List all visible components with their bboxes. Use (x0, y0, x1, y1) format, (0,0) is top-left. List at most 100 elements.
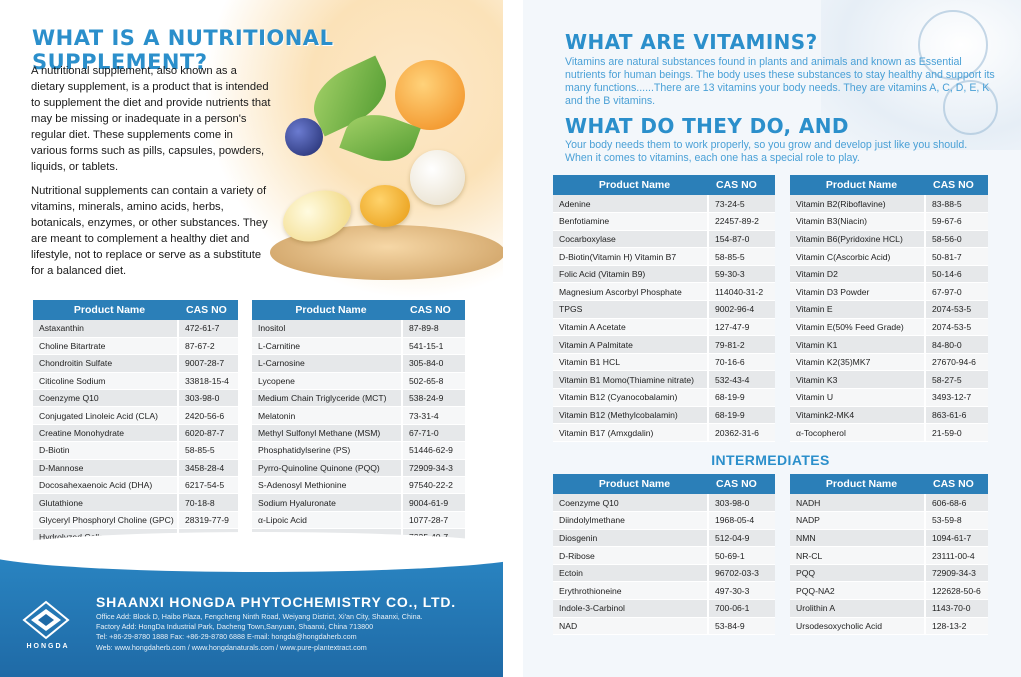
product-name-cell: Vitamin B3(Niacin) (790, 212, 925, 231)
intermediates-heading: INTERMEDIATES (711, 452, 830, 468)
table-row: Lycopene 502-65-8 (252, 372, 465, 391)
cas-number-cell: 72909-34-3 (401, 459, 465, 478)
cas-number-cell: 863-61-6 (924, 406, 988, 425)
column-header-cas: CAS NO (708, 175, 775, 195)
product-name-cell: Vitamin C(Ascorbic Acid) (790, 247, 925, 266)
cas-number-cell: 51446-62-9 (401, 441, 465, 460)
table-row: Glyceryl Phosphoryl Choline (GPC) 28319-7… (33, 511, 238, 530)
table-row: Ectoin 96702-03-3 (553, 564, 775, 583)
table-row: Vitamin B3(Niacin) 59-67-6 (790, 212, 988, 231)
product-name-cell: Pyrro-Quinoline Quinone (PQQ) (252, 459, 402, 478)
cas-number-cell: 9002-96-4 (707, 300, 775, 319)
table-row: Methyl Sulfonyl Methane (MSM) 67-71-0 (252, 424, 465, 443)
product-name-cell: NMN (790, 529, 925, 548)
cas-number-cell: 2074-53-5 (924, 300, 988, 319)
cas-number-cell: 6217-54-5 (177, 476, 238, 495)
product-name-cell: NADP (790, 511, 925, 530)
product-name-cell: Vitamin D2 (790, 265, 925, 284)
cas-number-cell: 59-30-3 (707, 265, 775, 284)
column-header-cas: CAS NO (925, 175, 988, 195)
product-name-cell: Creatine Monohydrate (33, 424, 178, 443)
product-name-cell: Folic Acid (Vitamin B9) (553, 265, 708, 284)
cas-number-cell: 53-59-8 (924, 511, 988, 530)
intermediates-table-1: Product Name CAS NO Coenzyme Q10 303-98-0… (553, 474, 775, 636)
cas-number-cell: 33818-15-4 (177, 372, 238, 391)
cas-number-cell: 128-13-2 (924, 617, 988, 636)
product-name-cell: Vitamin B1 HCL (553, 353, 708, 372)
product-name-cell: Glutathione (33, 493, 178, 512)
table-row: Vitamin B17 (Amxgdalin) 20362-31-6 (553, 423, 775, 442)
table-row: Vitamin B1 HCL 70-16-6 (553, 353, 775, 372)
cas-number-cell: 497-30-3 (707, 581, 775, 601)
page-title: WHAT IS A NUTRITIONAL SUPPLEMENT? (32, 26, 334, 74)
table-row: Chondroitin Sulfate 9007-28-7 (33, 354, 238, 373)
table-row: Astaxanthin 472-61-7 (33, 320, 238, 338)
product-name-cell: Conjugated Linoleic Acid (CLA) (33, 406, 178, 425)
table-row: NMN 1094-61-7 (790, 529, 988, 548)
product-name-cell: Melatonin (252, 406, 402, 425)
table-row: Urolithin A 1143-70-0 (790, 599, 988, 618)
table-row: Vitamink2-MK4 863-61-6 (790, 406, 988, 425)
product-name-cell: Glyceryl Phosphoryl Choline (GPC) (33, 511, 178, 530)
product-name-cell: Chondroitin Sulfate (33, 354, 178, 373)
vitamins-function-title: WHAT DO THEY DO, AND (565, 114, 849, 138)
table-row: Vitamin B6(Pyridoxine HCL) 58-56-0 (790, 230, 988, 249)
product-name-cell: NAD (553, 617, 708, 636)
product-name-cell: Vitamin A Acetate (553, 318, 708, 337)
product-name-cell: Erythrothioneine (553, 581, 708, 601)
cas-number-cell: 67-71-0 (401, 424, 465, 443)
cas-number-cell: 9007-28-7 (177, 354, 238, 373)
product-name-cell: S-Adenosyl Methionine (252, 476, 402, 495)
table-row: Sodium Hyaluronate 9004-61-9 (252, 493, 465, 512)
column-header-product-name: Product Name (553, 175, 708, 195)
product-name-cell: Coenzyme Q10 (553, 494, 708, 513)
column-header-cas: CAS NO (402, 300, 465, 320)
product-name-cell: Vitamin B1 Momo(Thiamine nitrate) (553, 370, 708, 390)
product-name-cell: Methyl Sulfonyl Methane (MSM) (252, 424, 402, 443)
cas-number-cell: 68-19-9 (707, 406, 775, 425)
product-name-cell: Choline Bitartrate (33, 337, 178, 356)
flask-image (943, 80, 998, 135)
hongda-logo-icon (22, 600, 70, 640)
product-name-cell: Vitamink2-MK4 (790, 406, 925, 425)
product-name-cell: Benfotiamine (553, 212, 708, 231)
website-links: Web: www.hongdaherb.com / www.hongdanatu… (96, 643, 367, 652)
cas-number-cell: 6020-87-7 (177, 424, 238, 443)
cas-number-cell: 1143-70-0 (924, 599, 988, 618)
cas-number-cell: 50-69-1 (707, 546, 775, 565)
column-header-product-name: Product Name (790, 474, 925, 494)
cas-number-cell: 512-04-9 (707, 529, 775, 548)
product-name-cell: Vitamin U (790, 388, 925, 407)
table-row: Medium Chain Triglyceride (MCT) 538-24-9 (252, 389, 465, 408)
product-name-cell: Cocarboxylase (553, 230, 708, 249)
cas-number-cell: 3458-28-4 (177, 459, 238, 478)
product-name-cell: α-Tocopherol (790, 423, 925, 442)
table-row: α-Tocopherol 21-59-0 (790, 423, 988, 442)
product-name-cell: Coenzyme Q10 (33, 389, 178, 408)
cas-number-cell: 127-47-9 (707, 318, 775, 337)
product-name-cell: Vitamin K3 (790, 370, 925, 390)
product-name-cell: NR-CL (790, 546, 925, 565)
product-name-cell: D-Mannose (33, 459, 178, 478)
supplement-contents-text: Nutritional supplements can contain a va… (31, 185, 268, 277)
table-row: L-Carnosine 305-84-0 (252, 354, 465, 373)
product-name-cell: L-Carnitine (252, 337, 402, 356)
table-row: Vitamin C(Ascorbic Acid) 50-81-7 (790, 247, 988, 266)
product-name-cell: Vitamin K1 (790, 335, 925, 354)
cas-number-cell: 122628-50-6 (924, 581, 988, 601)
cas-number-cell: 83-88-5 (924, 195, 988, 214)
cas-number-cell: 9004-61-9 (401, 493, 465, 512)
cas-number-cell: 532-43-4 (707, 370, 775, 390)
cas-number-cell: 68-19-9 (707, 388, 775, 407)
product-name-cell: Urolithin A (790, 599, 925, 618)
product-name-cell: Magnesium Ascorbyl Phosphate (553, 282, 708, 302)
cas-number-cell: 21-59-0 (924, 423, 988, 442)
product-name-cell: Vitamin B2(Riboflavine) (790, 195, 925, 214)
cas-number-cell: 79-81-2 (707, 335, 775, 354)
product-name-cell: Ectoin (553, 564, 708, 583)
supplement-definition-text: A nutritional supplement, also known as … (31, 65, 271, 173)
cas-number-cell: 87-67-2 (177, 337, 238, 356)
table-row: D-Ribose 50-69-1 (553, 546, 775, 565)
table-row: Vitamin B12 (Cyanocobalamin) 68-19-9 (553, 388, 775, 407)
product-name-cell: Astaxanthin (33, 320, 178, 338)
